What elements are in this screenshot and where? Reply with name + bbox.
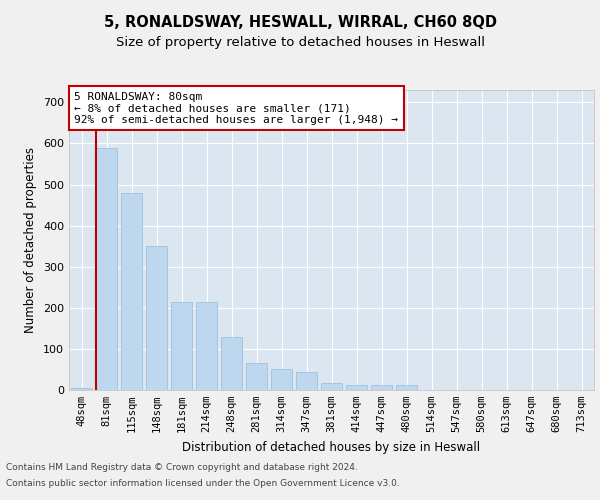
Bar — [396, 384, 417, 390]
Bar — [196, 302, 217, 390]
Bar — [221, 336, 242, 390]
Bar — [346, 384, 367, 390]
Bar — [271, 370, 292, 390]
Bar — [296, 372, 317, 390]
Text: Contains HM Land Registry data © Crown copyright and database right 2024.: Contains HM Land Registry data © Crown c… — [6, 462, 358, 471]
Bar — [96, 148, 117, 390]
Y-axis label: Number of detached properties: Number of detached properties — [25, 147, 37, 333]
Text: Contains public sector information licensed under the Open Government Licence v3: Contains public sector information licen… — [6, 479, 400, 488]
Text: 5 RONALDSWAY: 80sqm
← 8% of detached houses are smaller (171)
92% of semi-detach: 5 RONALDSWAY: 80sqm ← 8% of detached hou… — [74, 92, 398, 124]
X-axis label: Distribution of detached houses by size in Heswall: Distribution of detached houses by size … — [182, 440, 481, 454]
Bar — [171, 302, 192, 390]
Bar — [146, 246, 167, 390]
Text: 5, RONALDSWAY, HESWALL, WIRRAL, CH60 8QD: 5, RONALDSWAY, HESWALL, WIRRAL, CH60 8QD — [104, 15, 497, 30]
Bar — [71, 388, 92, 390]
Bar — [121, 192, 142, 390]
Bar — [321, 382, 342, 390]
Bar — [246, 364, 267, 390]
Bar — [371, 384, 392, 390]
Text: Size of property relative to detached houses in Heswall: Size of property relative to detached ho… — [115, 36, 485, 49]
